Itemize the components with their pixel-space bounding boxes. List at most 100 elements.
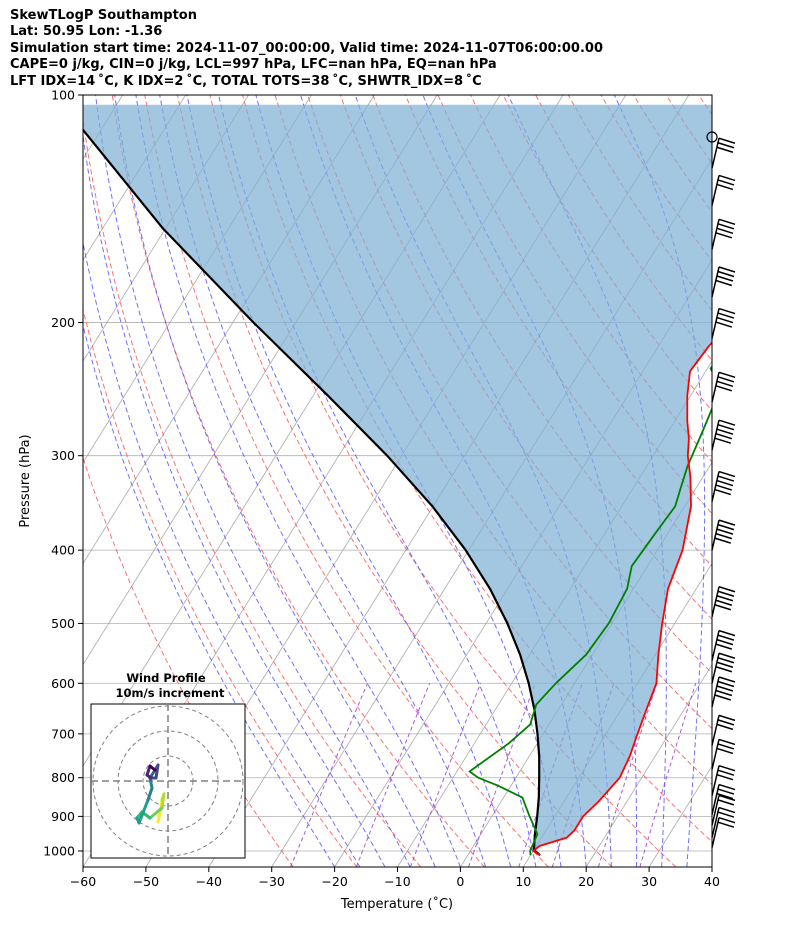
wind-barb-flag xyxy=(718,806,736,814)
dewpoint-line xyxy=(468,365,712,856)
dry-adiabat xyxy=(111,95,485,867)
wind-barb xyxy=(711,816,736,848)
y-tick-label: 600 xyxy=(51,676,75,691)
wind-barb-flag xyxy=(717,590,735,597)
wind-barb-flag xyxy=(716,661,734,668)
wind-barb-flag xyxy=(717,719,735,726)
wind-barb-flag xyxy=(718,816,736,824)
moist-adiabat xyxy=(135,95,461,867)
dry-adiabat xyxy=(339,95,712,675)
wind-barb-flag xyxy=(717,142,735,149)
x-axis-label: Temperature (˚C) xyxy=(340,896,453,912)
wind-barb-flag xyxy=(715,532,733,540)
x-tick-label: 40 xyxy=(704,874,720,889)
wind-barb-flag xyxy=(718,783,736,791)
y-tick-label: 800 xyxy=(51,770,75,785)
wind-barb-flag xyxy=(715,385,733,392)
wind-barb-flag xyxy=(717,312,735,319)
wind-barb xyxy=(711,371,736,403)
x-tick-label: 0 xyxy=(456,874,464,889)
y-tick-label: 100 xyxy=(51,88,75,103)
wind-barb-flag xyxy=(718,676,736,683)
mixing-ratio-line xyxy=(355,683,431,867)
wind-barb-flag xyxy=(716,528,734,535)
dry-adiabat xyxy=(731,95,794,867)
wind-barb-flag xyxy=(716,428,734,435)
y-tick-label: 200 xyxy=(51,315,75,330)
mixing-ratio-line xyxy=(290,683,368,867)
wind-barb-flag xyxy=(718,307,736,315)
wind-barb xyxy=(711,764,736,796)
wind-barbs xyxy=(706,131,736,848)
wind-barb-flag xyxy=(715,599,733,606)
wind-barb-flag xyxy=(717,769,735,776)
mixing-ratio-line xyxy=(409,683,482,867)
wind-barb xyxy=(711,652,736,684)
wind-barb-flag xyxy=(716,685,734,692)
wind-barb-flag xyxy=(717,223,735,230)
wind-barb-flag xyxy=(716,380,734,388)
wind-barb-flag xyxy=(718,652,736,659)
wind-barb-flag xyxy=(716,747,734,755)
wind-barb xyxy=(711,137,736,169)
chart-title: SkewTLogP Southampton xyxy=(10,8,197,23)
x-tick-label: 30 xyxy=(641,874,657,889)
moist-adiabat xyxy=(83,323,336,867)
wind-barb-flag xyxy=(718,371,736,379)
wind-barb-flag xyxy=(714,488,732,496)
y-tick-label: 1000 xyxy=(43,843,75,858)
y-tick-label: 900 xyxy=(51,809,75,824)
wind-barb-flag xyxy=(718,419,736,426)
wind-barb-flag xyxy=(717,376,735,383)
params-line-1: CAPE=0 j/kg, CIN=0 j/kg, LCL=997 hPa, LF… xyxy=(10,57,497,73)
wind-barb-flag xyxy=(718,519,736,526)
wind-barb-flag xyxy=(715,666,733,673)
mixing-ratio-line xyxy=(468,683,536,867)
hodograph-segment xyxy=(148,776,154,790)
wind-barb xyxy=(706,131,718,143)
wind-barb-flag xyxy=(717,634,735,641)
wind-barb-flag xyxy=(716,792,734,800)
wind-barb xyxy=(711,794,736,826)
moist-adiabat xyxy=(114,95,436,867)
hodograph-title: Wind Profile xyxy=(126,671,206,685)
x-tick-label: −30 xyxy=(259,874,285,889)
moist-adiabat xyxy=(159,95,487,867)
wind-barb-flag xyxy=(718,266,736,273)
wind-barb-flag xyxy=(716,723,734,731)
y-tick-label: 500 xyxy=(51,616,75,631)
axes: −60 −50 −40 −30 −20 −10 0 10 20 30 40 1000 900 800 700… xyxy=(43,88,720,890)
y-tick-label: 400 xyxy=(51,543,75,558)
wind-barb-flag xyxy=(716,183,734,191)
wind-barb-flag xyxy=(718,174,736,182)
isotherm-line xyxy=(83,95,186,261)
wind-barb-flag xyxy=(715,432,733,440)
dry-adiabat xyxy=(209,95,677,867)
wind-barb-flag xyxy=(717,270,735,278)
wind-barb xyxy=(711,470,736,502)
wind-barb-flag xyxy=(717,743,735,750)
wind-barb-flag xyxy=(718,764,736,772)
wind-barb-flag xyxy=(717,523,735,531)
wind-barb xyxy=(711,266,736,298)
wind-barb-flag xyxy=(718,137,736,144)
wind-barb-flag xyxy=(718,470,736,478)
parcel-profile-line xyxy=(83,128,541,857)
dry-adiabat xyxy=(502,95,712,412)
hodograph: Wind Profile 10m/s increment xyxy=(90,671,246,859)
wind-barb-flag xyxy=(715,689,733,697)
wind-barb-flag xyxy=(717,680,735,688)
dry-adiabat xyxy=(144,95,549,867)
hodograph-segment xyxy=(154,763,160,780)
wind-barb-flag xyxy=(717,821,735,828)
wind-barb-flag xyxy=(716,638,734,646)
hodograph-subtitle: 10m/s increment xyxy=(116,686,225,700)
wind-barb-flag xyxy=(718,794,736,802)
wind-barb xyxy=(711,218,736,250)
wind-barb-flag xyxy=(715,643,733,650)
wind-barb xyxy=(711,586,736,617)
wind-barb-flag xyxy=(718,714,736,722)
wind-barb xyxy=(711,714,736,746)
moist-adiabat xyxy=(218,95,537,867)
